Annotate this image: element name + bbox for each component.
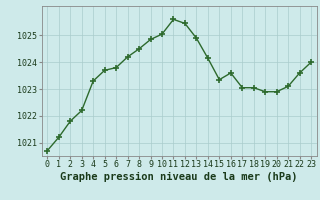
X-axis label: Graphe pression niveau de la mer (hPa): Graphe pression niveau de la mer (hPa) [60,172,298,182]
